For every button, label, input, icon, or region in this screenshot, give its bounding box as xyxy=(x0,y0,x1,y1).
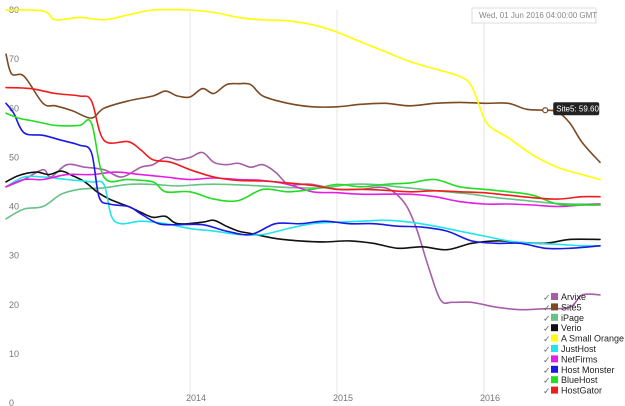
x-tick-label: 2016 xyxy=(480,393,500,403)
gridlines xyxy=(189,10,485,403)
legend-swatch xyxy=(551,313,558,321)
legend-swatch xyxy=(551,386,558,394)
series-line-arvixe xyxy=(5,151,601,311)
hover-tooltip: Site5: 59.60 xyxy=(542,102,599,116)
legend-swatch xyxy=(551,365,558,373)
series-line-bluehost xyxy=(5,112,601,206)
legend-swatch xyxy=(551,355,558,363)
legend-item[interactable]: ✓ A Small Orange xyxy=(543,334,624,346)
y-tick-label: 70 xyxy=(9,54,19,64)
legend-label: HostGator xyxy=(561,386,602,396)
legend-label: Verio xyxy=(561,323,582,333)
y-tick-label: 0 xyxy=(9,398,14,406)
legend-label: BlueHost xyxy=(561,375,598,385)
check-icon[interactable]: ✓ xyxy=(543,387,551,397)
y-tick-label: 40 xyxy=(9,202,19,212)
tooltip-point xyxy=(542,107,549,114)
check-icon[interactable]: ✓ xyxy=(543,356,551,366)
series-line-hostgator xyxy=(5,86,601,200)
series-line-justhost xyxy=(5,175,601,247)
legend-swatch xyxy=(551,376,558,384)
legend-swatch xyxy=(551,293,558,300)
legend-item[interactable]: ✓ BlueHost xyxy=(543,375,598,387)
legend: ✓ Arvixe ✓ Site5 ✓ iPage ✓ Verio ✓ A Small Orange… xyxy=(543,292,624,397)
legend-item[interactable]: ✓ HostGator xyxy=(543,386,602,398)
legend-swatch xyxy=(551,334,558,342)
y-tick-label: 20 xyxy=(9,300,19,310)
check-icon[interactable]: ✓ xyxy=(543,325,551,335)
legend-swatch xyxy=(551,303,558,311)
legend-label: Site5 xyxy=(561,302,582,312)
check-icon[interactable]: ✓ xyxy=(543,366,551,376)
legend-swatch xyxy=(551,345,558,352)
series-line-verio xyxy=(5,170,601,251)
legend-label: iPage xyxy=(561,313,584,323)
y-tick-label: 10 xyxy=(9,349,19,359)
series-line-netfirms xyxy=(5,171,601,208)
legend-item[interactable]: ✓ Arvixe xyxy=(543,292,586,304)
legend-label: Arvixe xyxy=(561,292,586,302)
x-tick-label: 2014 xyxy=(186,393,206,403)
check-icon[interactable]: ✓ xyxy=(543,377,551,387)
tooltip-label: Site5: 59.60 xyxy=(556,105,599,114)
series-line-ipage xyxy=(5,183,601,220)
check-icon[interactable]: ✓ xyxy=(543,335,551,345)
legend-swatch xyxy=(551,324,558,332)
legend-label: Host Monster xyxy=(561,365,615,375)
series-line-site5 xyxy=(5,53,601,164)
y-tick-label: 60 xyxy=(9,103,19,113)
x-tick-label: 2015 xyxy=(333,393,353,403)
legend-item[interactable]: ✓ Site5 xyxy=(543,302,582,314)
legend-item[interactable]: ✓ JustHost xyxy=(543,344,597,356)
legend-label: NetFirms xyxy=(561,354,598,364)
check-icon[interactable]: ✓ xyxy=(543,346,551,356)
hover-date-box: Wed, 01 Jun 2016 04:00:00 GMT xyxy=(471,7,597,24)
hover-date-label: Wed, 01 Jun 2016 04:00:00 GMT xyxy=(479,11,597,20)
legend-label: A Small Orange xyxy=(561,334,624,344)
legend-item[interactable]: ✓ Verio xyxy=(543,323,582,335)
y-tick-label: 50 xyxy=(9,152,19,162)
legend-item[interactable]: ✓ NetFirms xyxy=(543,354,598,366)
legend-item[interactable]: ✓ Host Monster xyxy=(543,365,615,377)
legend-item[interactable]: ✓ iPage xyxy=(543,313,584,325)
legend-label: JustHost xyxy=(561,344,597,354)
x-axis: 2014 2015 2016 xyxy=(186,393,500,403)
series-lines xyxy=(5,8,601,311)
check-icon[interactable]: ✓ xyxy=(543,314,551,324)
check-icon[interactable]: ✓ xyxy=(543,304,551,314)
series-line-host-monster xyxy=(5,102,601,250)
y-tick-label: 30 xyxy=(9,251,19,261)
check-icon[interactable]: ✓ xyxy=(543,294,551,304)
series-line-a-small-orange xyxy=(5,8,601,181)
